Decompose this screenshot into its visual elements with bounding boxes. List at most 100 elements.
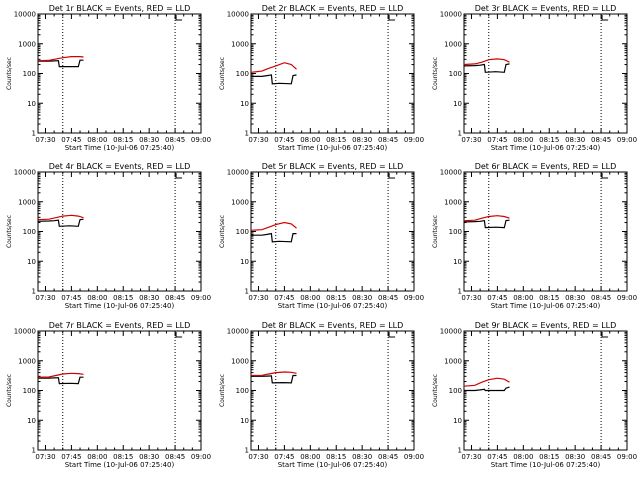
- x-tick-label: 09:00: [617, 136, 637, 144]
- x-tick-label: 08:15: [113, 453, 133, 461]
- x-tick-label: 07:30: [35, 453, 55, 461]
- panel-title: Det 7r BLACK = Events, RED = LLD: [49, 321, 191, 330]
- panel-title: Det 4r BLACK = Events, RED = LLD: [49, 162, 191, 171]
- x-tick-label: 08:45: [378, 453, 398, 461]
- plot-frame: [37, 171, 202, 292]
- y-tick-label: 1: [32, 288, 36, 296]
- x-axis-label: Start Time (10-Jul-06 07:25:40): [278, 461, 388, 469]
- x-axis-label: Start Time (10-Jul-06 07:25:40): [491, 144, 601, 152]
- x-tick-label: 08:30: [139, 294, 159, 302]
- x-tick-label: 07:30: [35, 136, 55, 144]
- y-axis-label: Counts/sec: [6, 57, 13, 90]
- events-line: [251, 374, 297, 384]
- lld-line: [251, 62, 297, 73]
- lld-line: [38, 55, 84, 62]
- x-axis-label: Start Time (10-Jul-06 07:25:40): [491, 461, 601, 469]
- x-tick-label: 09:00: [617, 453, 637, 461]
- panel-det-5: Det 5r BLACK = Events, RED = LLD 1 10 100 10…: [219, 162, 424, 310]
- y-tick-label: 10: [27, 417, 36, 425]
- y-tick-label: 100: [449, 387, 462, 395]
- x-tick-label: 07:30: [461, 294, 481, 302]
- plot-frame: [250, 171, 415, 292]
- x-tick-label: 07:45: [274, 453, 294, 461]
- x-tick-label: 09:00: [191, 136, 211, 144]
- x-tick-label: 07:45: [61, 136, 81, 144]
- x-tick-label: 07:30: [248, 136, 268, 144]
- lld-line: [251, 371, 297, 377]
- y-tick-label: 10: [240, 100, 249, 108]
- x-tick-label: 08:15: [113, 136, 133, 144]
- y-tick-label: 10000: [227, 169, 249, 177]
- x-tick-label: 08:00: [513, 453, 533, 461]
- y-tick-label: 10000: [227, 328, 249, 336]
- y-tick-label: 10: [27, 258, 36, 266]
- y-axis-label: Counts/sec: [432, 57, 439, 90]
- x-tick-label: 08:45: [591, 294, 611, 302]
- panel-title: Det 9r BLACK = Events, RED = LLD: [475, 321, 617, 330]
- y-tick-label: 1000: [18, 40, 36, 48]
- x-tick-label: 08:00: [87, 136, 107, 144]
- x-tick-label: 08:45: [378, 136, 398, 144]
- x-tick-label: 07:45: [274, 136, 294, 144]
- panel-title: Det 5r BLACK = Events, RED = LLD: [262, 162, 404, 171]
- y-tick-label: 1000: [444, 357, 462, 365]
- x-tick-label: 08:15: [326, 294, 346, 302]
- y-tick-label: 100: [449, 70, 462, 78]
- events-line: [38, 218, 84, 227]
- panel-title: Det 6r BLACK = Events, RED = LLD: [475, 162, 617, 171]
- x-tick-label: 08:00: [300, 136, 320, 144]
- plot-frame: [250, 13, 415, 134]
- panel-title: Det 2r BLACK = Events, RED = LLD: [262, 4, 404, 13]
- interval-marker: [601, 332, 609, 338]
- x-tick-label: 08:00: [300, 453, 320, 461]
- events-line: [38, 376, 84, 385]
- interval-marker: [175, 332, 183, 338]
- x-tick-label: 08:15: [539, 136, 559, 144]
- panel-det-6: Det 6r BLACK = Events, RED = LLD 1 10 100 10…: [432, 162, 637, 310]
- x-tick-label: 07:45: [274, 294, 294, 302]
- plot-frame: [463, 330, 628, 451]
- x-tick-label: 08:30: [352, 453, 372, 461]
- x-tick-label: 07:30: [461, 136, 481, 144]
- panel-det-8: Det 8r BLACK = Events, RED = LLD 1 10 100 10…: [219, 321, 424, 469]
- x-tick-label: 07:30: [461, 453, 481, 461]
- y-tick-label: 10000: [227, 11, 249, 19]
- x-tick-label: 09:00: [191, 294, 211, 302]
- y-tick-label: 100: [236, 70, 249, 78]
- y-axis-label: Counts/sec: [6, 215, 13, 248]
- x-tick-label: 08:45: [165, 453, 185, 461]
- panel-det-2: Det 2r BLACK = Events, RED = LLD 1 10 100 10…: [219, 4, 424, 152]
- x-tick-label: 08:30: [352, 136, 372, 144]
- events-line: [251, 74, 297, 85]
- y-axis-label: Counts/sec: [432, 374, 439, 407]
- interval-marker: [388, 332, 396, 338]
- y-tick-label: 10000: [14, 328, 36, 336]
- y-tick-label: 10: [453, 417, 462, 425]
- lld-line: [251, 221, 297, 231]
- y-tick-label: 100: [236, 387, 249, 395]
- x-axis-label: Start Time (10-Jul-06 07:25:40): [65, 461, 175, 469]
- y-tick-label: 1: [32, 447, 36, 455]
- x-axis-label: Start Time (10-Jul-06 07:25:40): [491, 302, 601, 310]
- y-tick-label: 1: [32, 130, 36, 138]
- panel-det-9: Det 9r BLACK = Events, RED = LLD 1 10 100 10…: [432, 321, 637, 469]
- x-tick-label: 07:45: [487, 453, 507, 461]
- y-tick-label: 10: [27, 100, 36, 108]
- x-tick-label: 09:00: [617, 294, 637, 302]
- x-tick-label: 08:00: [87, 453, 107, 461]
- x-tick-label: 08:30: [565, 136, 585, 144]
- y-tick-label: 1000: [231, 357, 249, 365]
- x-tick-label: 08:45: [591, 136, 611, 144]
- y-tick-label: 1: [458, 288, 462, 296]
- events-line: [464, 219, 510, 229]
- x-tick-label: 08:15: [113, 294, 133, 302]
- x-tick-label: 08:15: [326, 136, 346, 144]
- x-tick-label: 09:00: [404, 136, 424, 144]
- panel-title: Det 3r BLACK = Events, RED = LLD: [475, 4, 617, 13]
- y-axis-label: Counts/sec: [219, 374, 226, 407]
- panel-det-4: Det 4r BLACK = Events, RED = LLD 1 10 100 10…: [6, 162, 211, 310]
- x-tick-label: 08:45: [378, 294, 398, 302]
- x-tick-label: 08:00: [87, 294, 107, 302]
- y-axis-label: Counts/sec: [6, 374, 13, 407]
